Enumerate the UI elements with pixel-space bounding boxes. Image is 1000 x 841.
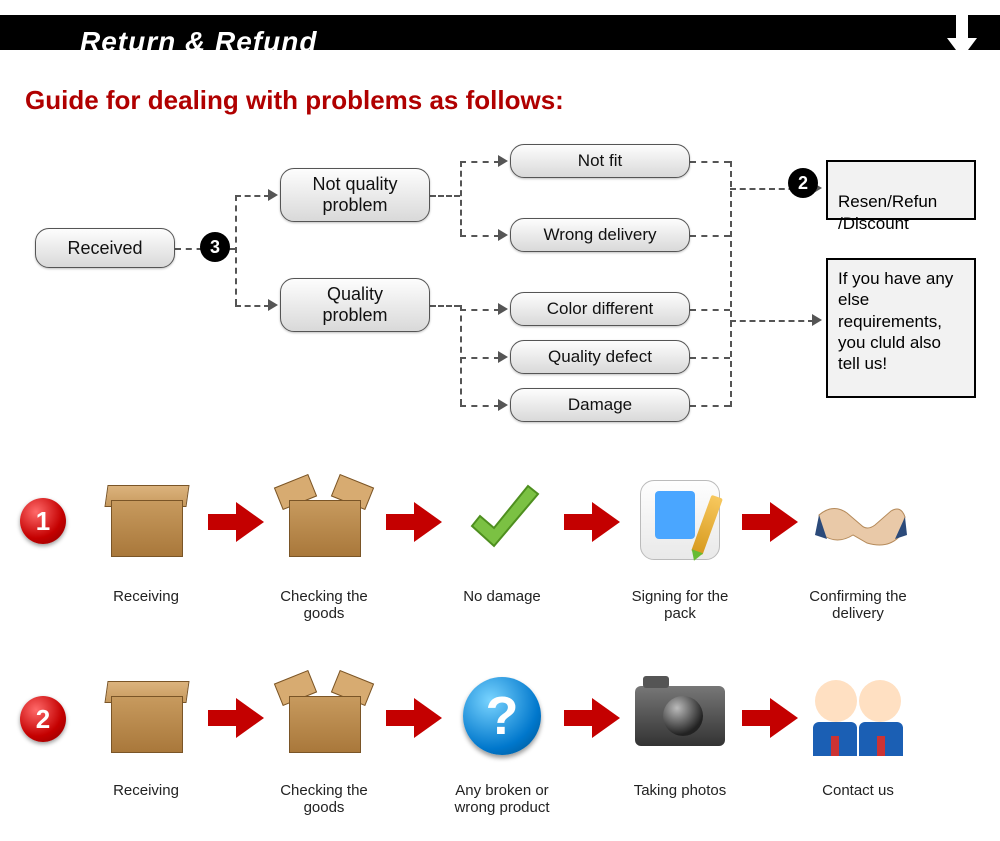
step-label: Checking the goods xyxy=(264,782,384,816)
connector xyxy=(460,405,500,407)
node-label: Not fit xyxy=(578,151,622,171)
red-arrow-icon xyxy=(742,500,798,549)
node-quality: Quality problem xyxy=(280,278,430,332)
step-icon xyxy=(452,470,552,570)
red-arrow-icon xyxy=(386,500,442,549)
node-label: Quality problem xyxy=(322,284,387,326)
step-icon xyxy=(274,666,374,766)
camera-icon xyxy=(635,686,725,746)
node-damage: Damage xyxy=(510,388,690,422)
red-arrow-icon xyxy=(386,696,442,745)
guide-heading: Guide for dealing with problems as follo… xyxy=(25,85,564,116)
node-label: Damage xyxy=(568,395,632,415)
connector xyxy=(235,305,270,307)
step-label: Confirming the delivery xyxy=(798,588,918,622)
node-label: Wrong delivery xyxy=(543,225,656,245)
box-label: Resen/Refun /Discount xyxy=(838,192,937,232)
step-label: No damage xyxy=(442,588,562,605)
node-label: Color different xyxy=(547,299,653,319)
connector xyxy=(460,161,500,163)
connector xyxy=(690,161,730,163)
connector xyxy=(235,195,237,305)
badge-text: 2 xyxy=(36,704,50,735)
step-icon xyxy=(96,470,196,570)
step-icon xyxy=(630,666,730,766)
red-arrow-icon xyxy=(208,500,264,549)
badge-2: 2 xyxy=(788,168,818,198)
connector xyxy=(690,309,730,311)
node-quality-defect: Quality defect xyxy=(510,340,690,374)
step-icon xyxy=(630,470,730,570)
connector xyxy=(460,161,462,235)
question-icon: ? xyxy=(463,677,541,755)
support-agents-icon xyxy=(813,676,903,756)
step-icon: ? xyxy=(452,666,552,766)
connector xyxy=(690,357,730,359)
header-title: Return & Refund xyxy=(80,26,317,58)
step-label: Receiving xyxy=(86,588,206,605)
node-label: Quality defect xyxy=(548,347,652,367)
connector-arrow-icon xyxy=(268,189,278,201)
step-label: Signing for the pack xyxy=(620,588,740,622)
connector xyxy=(430,195,460,197)
red-arrow-icon xyxy=(564,696,620,745)
badge-3: 3 xyxy=(200,232,230,262)
red-arrow-icon xyxy=(208,696,264,745)
connector xyxy=(460,305,462,405)
badge-text: 1 xyxy=(36,506,50,537)
connector xyxy=(460,309,500,311)
connector xyxy=(460,357,500,359)
step-icon xyxy=(808,470,908,570)
box-tell-us: If you have any else requirements, you c… xyxy=(826,258,976,398)
box-closed-icon xyxy=(101,676,191,756)
connector xyxy=(690,405,730,407)
node-label: Not quality problem xyxy=(312,174,397,216)
row2-badge: 2 xyxy=(20,696,66,742)
connector-arrow-icon xyxy=(268,299,278,311)
badge-text: 3 xyxy=(210,237,220,258)
badge-text: 2 xyxy=(798,173,808,194)
step-label: Taking photos xyxy=(620,782,740,799)
step-label: Any broken or wrong product xyxy=(442,782,562,816)
step-icon xyxy=(274,470,374,570)
check-icon xyxy=(462,480,542,560)
box-open-icon xyxy=(279,676,369,756)
connector xyxy=(235,195,270,197)
node-received: Received xyxy=(35,228,175,268)
step-icon xyxy=(96,666,196,766)
row1-badge: 1 xyxy=(20,498,66,544)
box-label: If you have any else requirements, you c… xyxy=(838,269,953,373)
step-label: Receiving xyxy=(86,782,206,799)
red-arrow-icon xyxy=(742,696,798,745)
box-closed-icon xyxy=(101,480,191,560)
node-label: Received xyxy=(67,238,142,259)
notepad-icon xyxy=(640,480,720,560)
connector xyxy=(730,161,732,407)
header-bar: Return & Refund xyxy=(0,15,1000,50)
step-icon xyxy=(808,666,908,766)
connector-arrow-icon xyxy=(498,155,508,167)
step-label: Checking the goods xyxy=(264,588,384,622)
connector xyxy=(460,235,500,237)
node-wrong-delivery: Wrong delivery xyxy=(510,218,690,252)
red-arrow-icon xyxy=(564,500,620,549)
connector-arrow-icon xyxy=(498,303,508,315)
connector xyxy=(430,305,460,307)
handshake-icon xyxy=(813,485,903,555)
connector xyxy=(690,235,730,237)
box-open-icon xyxy=(279,480,369,560)
connector-arrow-icon xyxy=(498,229,508,241)
node-color-different: Color different xyxy=(510,292,690,326)
down-arrow-icon xyxy=(947,0,977,60)
step-label: Contact us xyxy=(798,782,918,799)
connector-arrow-icon xyxy=(498,351,508,363)
node-not-quality: Not quality problem xyxy=(280,168,430,222)
node-not-fit: Not fit xyxy=(510,144,690,178)
box-resend-refund: Resen/Refun /Discount xyxy=(826,160,976,220)
connector-arrow-icon xyxy=(498,399,508,411)
connector-arrow-icon xyxy=(812,314,822,326)
connector xyxy=(730,320,814,322)
